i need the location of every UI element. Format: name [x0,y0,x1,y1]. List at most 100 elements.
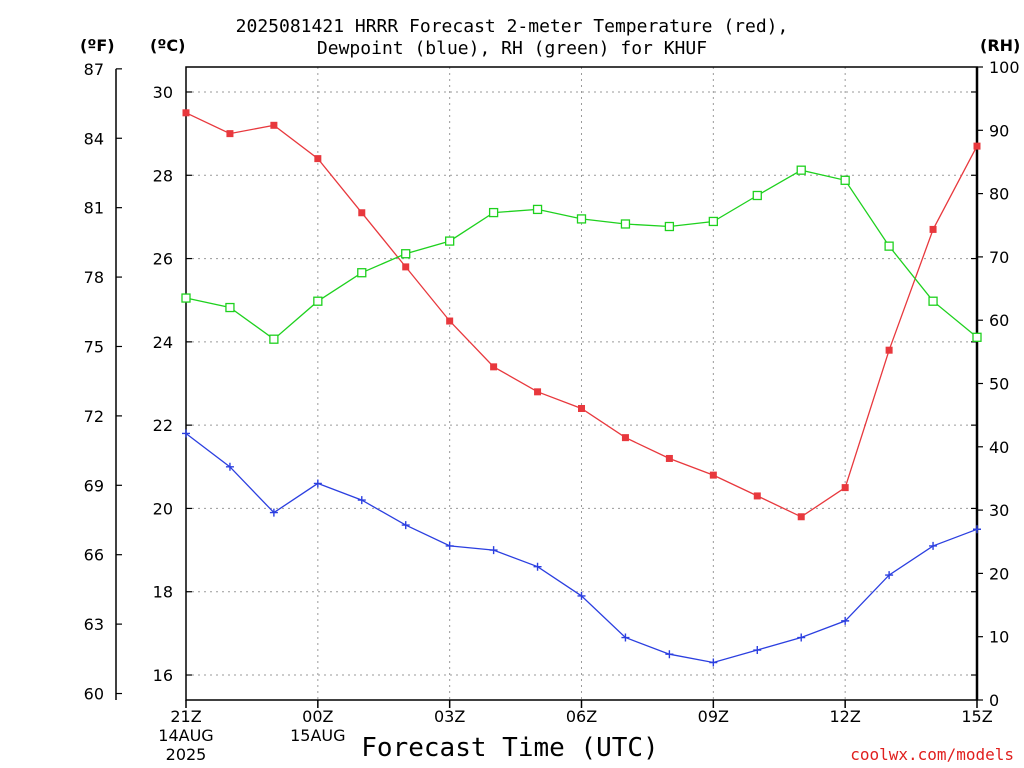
temperature-point [358,209,366,217]
temperature-point [402,263,410,271]
x-tick-label: 00Z [302,707,333,726]
rh-point [181,293,191,303]
temperature-point [709,471,717,479]
dewpoint-point [445,541,454,550]
dewpoint-point [577,591,586,600]
celsius-tick-label: 22 [153,416,173,435]
chart-title-line-1: 2025081421 HRRR Forecast 2-meter Tempera… [235,16,789,37]
rh-point [972,332,982,342]
temperature-point [446,317,454,325]
temperature-point [841,484,849,492]
rh-unit-label: (RH) [980,36,1021,55]
dewpoint-point [621,633,630,642]
celsius-tick-label: 30 [153,83,173,102]
x-tick-label: 21Z [170,707,201,726]
rh-point [928,296,938,306]
dewpoint-point [489,546,498,555]
rh-point [445,236,455,246]
celsius-unit-label: (ºC) [150,36,186,55]
rh-tick-label: 10 [989,628,1009,647]
dewpoint-point [401,521,410,530]
fahrenheit-tick-label: 63 [84,615,104,634]
dewpoint-point [665,650,674,659]
rh-point [313,296,323,306]
fahrenheit-tick-label: 69 [84,476,104,495]
temperature-point [929,225,937,233]
x-tick-label: 03Z [434,707,465,726]
rh-tick-label: 0 [989,691,999,710]
x-tick-label: 15Z [961,707,992,726]
x-axis-title: Forecast Time (UTC) [361,733,659,763]
x-tick-date-label: 14AUG [158,726,213,745]
temperature-point [270,121,278,129]
credit-text: coolwx.com/models [850,745,1014,764]
rh-tick-label: 70 [989,248,1009,267]
dewpoint-point [269,508,278,517]
celsius-tick-label: 24 [153,333,173,352]
rh-point [225,302,235,313]
celsius-tick-label: 26 [153,250,173,269]
dewpoint-point [753,646,762,655]
rh-point [269,334,279,344]
plot-frame [185,66,978,701]
temperature-point [753,492,761,500]
dewpoint-point [885,571,894,580]
x-tick-year-label: 2025 [166,745,207,764]
fahrenheit-tick-label: 87 [84,60,104,79]
dewpoint-point [709,658,718,667]
dewpoint-point [797,633,806,642]
dewpoint-point [357,496,366,505]
celsius-tick-label: 18 [153,583,173,602]
celsius-tick-label: 20 [153,499,173,518]
dewpoint-point [973,525,981,534]
rh-point [488,207,499,218]
fahrenheit-tick-label: 60 [84,685,104,704]
rh-point [796,165,806,175]
temperature-point [534,388,542,396]
temperature-point [490,363,498,371]
dewpoint-point [533,562,542,571]
rh-point [884,241,894,251]
temperature-point [665,454,673,462]
chart-title-line-2: Dewpoint (blue), RH (green) for KHUF [316,38,708,59]
rh-tick-label: 90 [989,121,1009,140]
temperature-point [578,404,585,412]
x-tick-label: 09Z [698,707,729,726]
fahrenheit-tick-label: 81 [84,199,104,218]
fahrenheit-tick-label: 84 [84,129,104,148]
dewpoint-point [182,429,190,438]
fahrenheit-tick-label: 75 [84,337,104,356]
rh-tick-label: 30 [989,501,1009,520]
temperature-point [182,109,190,117]
dewpoint-point [841,616,850,625]
x-tick-label: 12Z [830,707,861,726]
rh-tick-label: 80 [989,185,1009,204]
temperature-point [226,130,234,138]
rh-point [620,219,631,229]
rh-tick-label: 20 [989,564,1009,583]
celsius-tick-label: 28 [153,166,173,185]
temperature-point [797,513,805,521]
temperature-point [621,434,629,442]
temperature-point [973,142,981,150]
dewpoint-point [313,479,322,488]
rh-tick-label: 50 [989,375,1009,394]
rh-point [708,216,718,227]
fahrenheit-tick-label: 78 [84,268,104,287]
fahrenheit-unit-label: (ºF) [80,36,115,55]
dewpoint-point [225,462,234,471]
rh-point [664,221,675,232]
rh-tick-label: 40 [989,438,1009,457]
x-tick-label: 06Z [566,707,597,726]
rh-tick-label: 100 [989,58,1020,77]
temperature-point [885,346,893,354]
rh-point [752,190,762,201]
x-tick-date-label: 15AUG [290,726,345,745]
fahrenheit-tick-label: 72 [84,407,104,426]
rh-tick-label: 60 [989,311,1009,330]
rh-point [532,204,543,215]
celsius-tick-label: 16 [153,666,173,685]
rh-point [576,214,587,224]
